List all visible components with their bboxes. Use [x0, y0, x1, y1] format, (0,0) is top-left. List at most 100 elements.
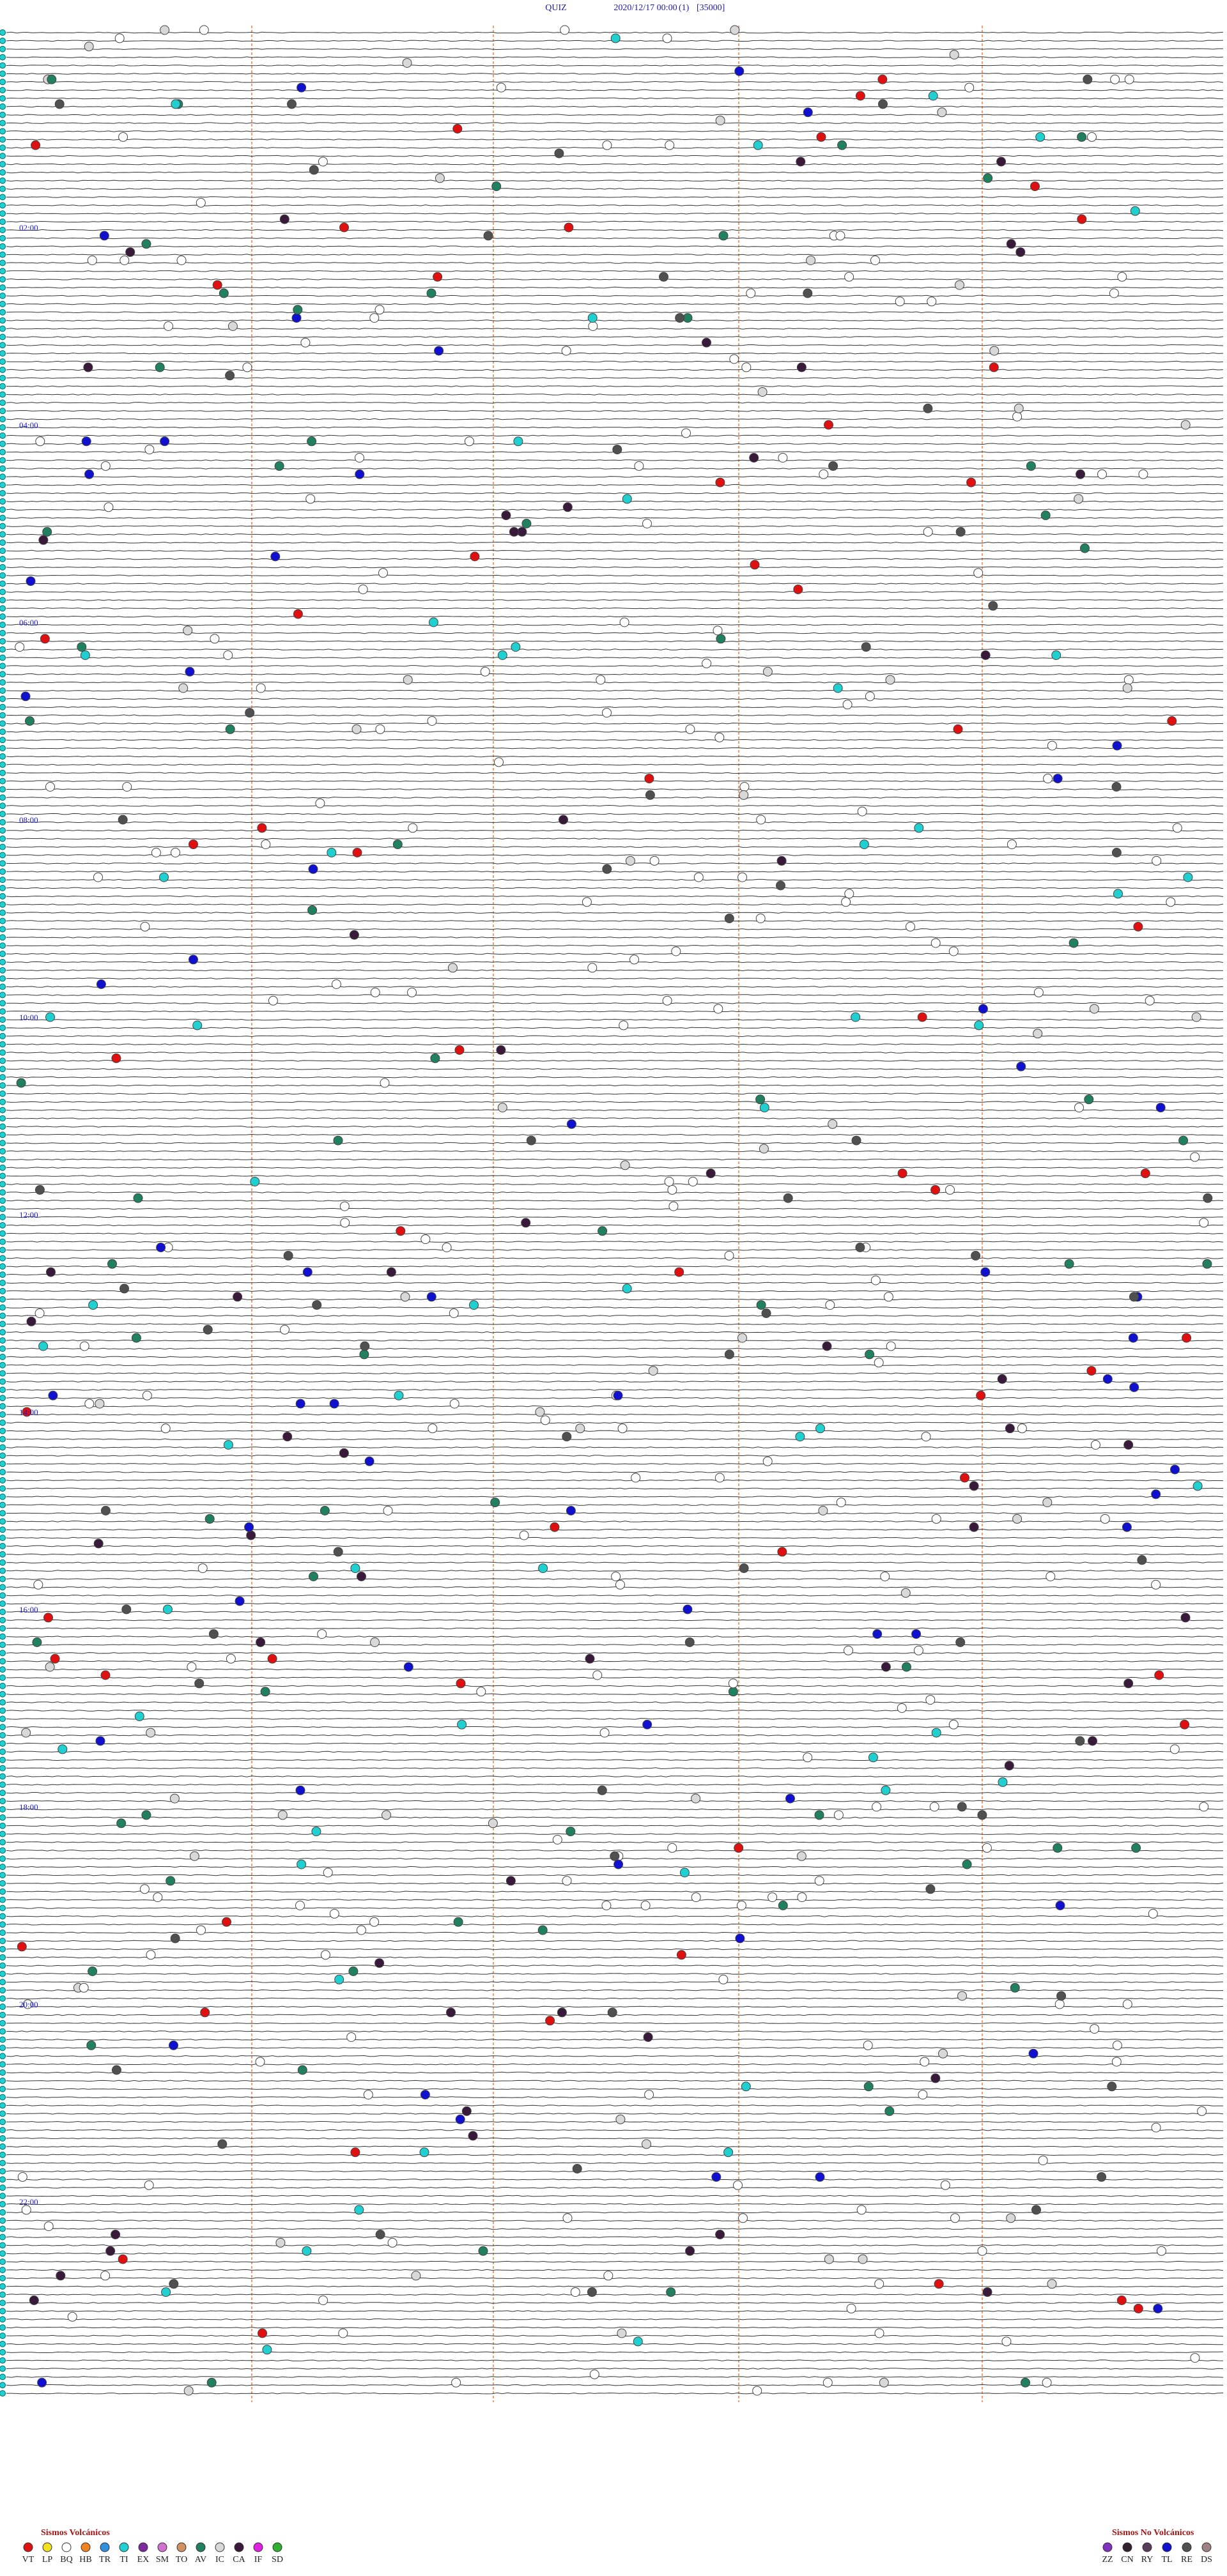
- edge-marker: [0, 580, 6, 587]
- event: [1170, 1464, 1180, 1475]
- hour-label: 18:00: [19, 1802, 38, 1812]
- event: [350, 2147, 360, 2158]
- event: [857, 806, 867, 816]
- trace: [6, 65, 1224, 66]
- event: [659, 272, 668, 282]
- edge-marker: [0, 177, 6, 184]
- event: [877, 74, 888, 84]
- event: [346, 2032, 357, 2042]
- event: [598, 1226, 608, 1236]
- event: [1097, 2172, 1107, 2182]
- trace: [6, 146, 1224, 149]
- trace: [6, 1331, 1224, 1333]
- hour-label: 02:00: [19, 223, 38, 233]
- event: [844, 1645, 853, 1655]
- event: [691, 1793, 701, 1804]
- event: [317, 1629, 327, 1639]
- edge-marker: [0, 629, 6, 636]
- event: [468, 2131, 478, 2141]
- event: [212, 280, 222, 290]
- trace: [6, 1232, 1224, 1235]
- event: [749, 453, 759, 463]
- event: [625, 855, 635, 866]
- event: [433, 272, 443, 282]
- event: [197, 1563, 208, 1574]
- trace: [6, 1553, 1223, 1556]
- edge-marker: [0, 284, 6, 291]
- event: [715, 477, 725, 487]
- event: [311, 1827, 321, 1837]
- event: [881, 1662, 891, 1672]
- edge-marker: [0, 2028, 6, 2035]
- trace: [6, 903, 1224, 906]
- trace: [6, 2368, 1224, 2370]
- event: [225, 371, 235, 381]
- event: [99, 231, 109, 241]
- event: [464, 436, 474, 447]
- edge-marker: [0, 300, 6, 307]
- event: [339, 222, 349, 233]
- edge-marker: [0, 1535, 6, 1542]
- edge-marker: [0, 2217, 6, 2224]
- event: [1004, 1761, 1014, 1771]
- trace: [6, 130, 1224, 132]
- trace: [6, 1923, 1224, 1926]
- trace: [6, 912, 1224, 914]
- trace: [6, 1315, 1224, 1317]
- event: [95, 1399, 105, 1409]
- trace: [6, 1791, 1224, 1794]
- edge-marker: [0, 45, 6, 52]
- event: [25, 716, 35, 726]
- trace: [6, 1356, 1224, 1358]
- edge-marker: [0, 852, 6, 859]
- event: [545, 2016, 555, 2026]
- event: [1129, 1292, 1139, 1302]
- edge-marker: [0, 1543, 6, 1549]
- trace: [6, 1685, 1224, 1687]
- event: [1183, 872, 1193, 882]
- hour-label: 04:00: [19, 420, 38, 430]
- event: [884, 2106, 895, 2116]
- trace: [6, 714, 1224, 716]
- event: [642, 2139, 651, 2149]
- event: [633, 2336, 643, 2347]
- edge-marker: [0, 2176, 6, 2183]
- event: [375, 724, 385, 734]
- trace: [6, 706, 1224, 709]
- event: [378, 568, 388, 578]
- event: [940, 2180, 950, 2190]
- edge-marker: [0, 153, 6, 160]
- edge-marker: [0, 1567, 6, 1574]
- event: [86, 2040, 96, 2050]
- edge-marker: [0, 720, 6, 727]
- event: [1110, 74, 1120, 84]
- edge-marker: [0, 2143, 6, 2150]
- event: [235, 1596, 245, 1606]
- event: [396, 1226, 406, 1236]
- event: [711, 2172, 722, 2182]
- edge-marker: [0, 2004, 6, 2010]
- event: [806, 256, 816, 265]
- event: [755, 914, 766, 923]
- edge-marker: [0, 1699, 6, 1706]
- event: [1090, 1440, 1100, 1450]
- event: [159, 872, 169, 882]
- edge-marker: [0, 1263, 6, 1270]
- trace: [6, 492, 1224, 494]
- event: [300, 337, 311, 348]
- edge-marker: [0, 342, 6, 349]
- trace: [6, 1142, 1224, 1144]
- event: [283, 1250, 293, 1261]
- event: [364, 1456, 374, 1466]
- event: [478, 2246, 488, 2256]
- event: [878, 99, 888, 109]
- edge-marker: [0, 679, 6, 686]
- event: [153, 1892, 163, 1903]
- scale: [35000]: [697, 3, 725, 13]
- event: [274, 461, 284, 471]
- event: [777, 1547, 787, 1557]
- event: [1199, 1218, 1209, 1228]
- event: [713, 625, 723, 636]
- event: [971, 1250, 981, 1261]
- event: [872, 1802, 882, 1812]
